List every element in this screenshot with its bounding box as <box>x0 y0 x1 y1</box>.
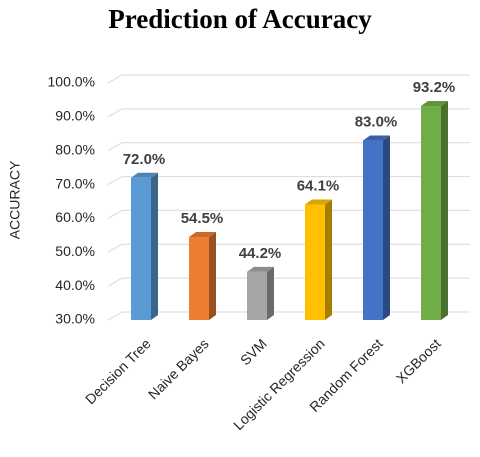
y-tick-label: 50.0% <box>55 243 95 259</box>
value-label: 83.0% <box>355 114 398 131</box>
bar <box>421 106 441 320</box>
x-tick-label: Naive Bayes <box>145 335 212 402</box>
grid-line <box>107 311 470 321</box>
y-tick-label: 100.0% <box>48 74 95 90</box>
value-label: 64.1% <box>297 178 340 195</box>
y-axis-label: ACCURACY <box>7 160 23 239</box>
x-tick-label: SVM <box>237 335 270 368</box>
y-tick-label: 80.0% <box>55 141 95 157</box>
x-tick-label: XGBoost <box>393 335 444 386</box>
bar-side <box>441 101 448 320</box>
y-tick-label: 30.0% <box>55 311 95 327</box>
bar-side <box>209 232 216 320</box>
value-label: 93.2% <box>413 79 456 96</box>
y-tick-label: 90.0% <box>55 108 95 124</box>
bar-side <box>383 135 390 320</box>
bar <box>247 271 267 320</box>
bar-top <box>189 232 216 238</box>
x-tick-label: Decision Tree <box>82 335 154 407</box>
value-label: 54.5% <box>181 210 224 227</box>
bar-side <box>267 266 274 320</box>
grid-line <box>107 176 470 186</box>
bar-top <box>305 199 332 205</box>
grid-line <box>107 74 470 84</box>
bar <box>131 177 151 320</box>
bar-top <box>421 101 448 107</box>
grid-line <box>107 142 470 152</box>
bar-side <box>325 199 332 320</box>
y-tick-label: 70.0% <box>55 175 95 191</box>
y-tick-label: 60.0% <box>55 209 95 225</box>
grid-line <box>107 243 470 253</box>
grid-line <box>107 277 470 287</box>
value-label: 44.2% <box>239 245 282 262</box>
bar-top <box>363 135 390 141</box>
bar-side <box>151 172 158 320</box>
grid-line <box>107 108 470 118</box>
bar-top <box>131 172 158 178</box>
chart-title: Prediction of Accuracy <box>108 4 372 34</box>
grid-line <box>107 209 470 219</box>
y-tick-label: 40.0% <box>55 277 95 293</box>
bar-top <box>247 266 274 272</box>
value-label: 72.0% <box>123 151 166 168</box>
bar <box>305 204 325 320</box>
bar <box>363 140 383 320</box>
bar <box>189 237 209 320</box>
